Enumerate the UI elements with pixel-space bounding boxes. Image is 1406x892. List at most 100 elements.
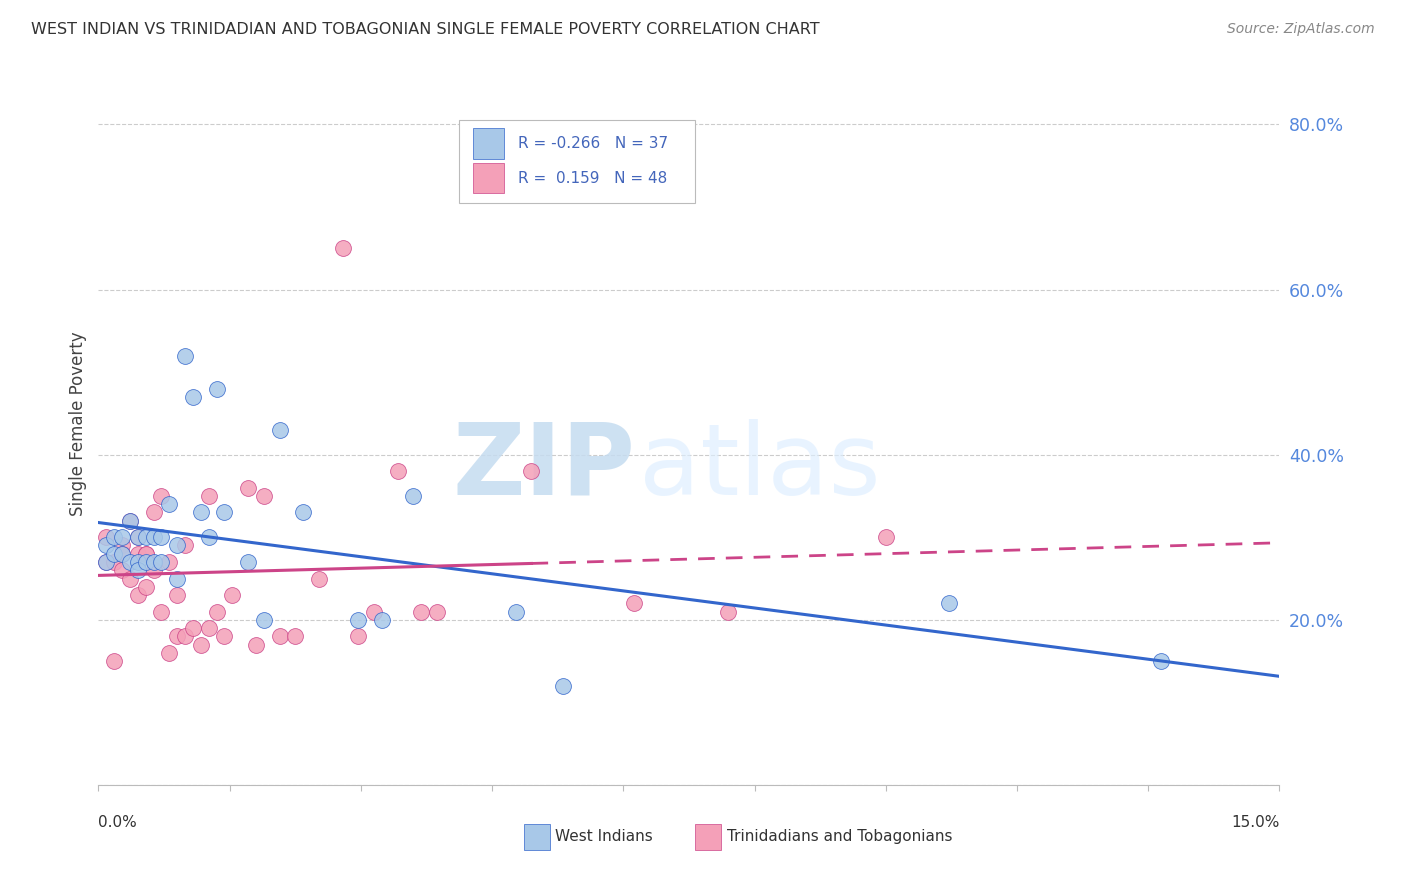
Point [174, 349, 197, 363]
Point [411, 605, 433, 619]
Point [426, 605, 449, 619]
Point [292, 506, 315, 520]
Point [142, 506, 165, 520]
Point [111, 547, 134, 561]
Point [103, 547, 125, 561]
Point [387, 464, 409, 478]
Point [111, 530, 134, 544]
Point [253, 613, 276, 627]
Bar [458, 120, 695, 203]
Text: 15.0%: 15.0% [1232, 815, 1279, 830]
Point [332, 241, 354, 255]
Point [142, 555, 165, 569]
Text: atlas: atlas [640, 418, 882, 516]
Point [103, 654, 125, 668]
Point [197, 530, 219, 544]
Point [253, 489, 276, 503]
Text: R = -0.266   N = 37: R = -0.266 N = 37 [517, 136, 668, 151]
Point [150, 530, 173, 544]
Point [157, 555, 180, 569]
Point [181, 390, 204, 404]
Point [96, 555, 118, 569]
Point [111, 539, 134, 553]
Point [150, 605, 173, 619]
Point [118, 514, 141, 528]
Text: R =  0.159   N = 48: R = 0.159 N = 48 [517, 170, 666, 186]
Point [308, 572, 330, 586]
Point [96, 530, 118, 544]
Y-axis label: Single Female Poverty: Single Female Poverty [69, 332, 87, 516]
Text: West Indians: West Indians [555, 830, 654, 845]
Point [875, 530, 897, 544]
Point [551, 679, 574, 693]
Point [205, 605, 228, 619]
Text: 0.0%: 0.0% [98, 815, 138, 830]
Point [520, 464, 543, 478]
Point [157, 646, 180, 660]
Point [190, 638, 212, 652]
Point [166, 539, 188, 553]
Point [127, 555, 149, 569]
Bar [472, 128, 503, 159]
Bar [523, 824, 550, 850]
Point [96, 555, 118, 569]
Point [118, 572, 141, 586]
Point [347, 613, 370, 627]
Point [197, 489, 219, 503]
Point [269, 423, 291, 437]
Point [150, 555, 173, 569]
Point [166, 588, 188, 602]
Point [245, 638, 267, 652]
Point [174, 539, 197, 553]
Point [236, 481, 259, 495]
Point [284, 629, 307, 643]
Point [135, 530, 157, 544]
Text: ZIP: ZIP [453, 418, 636, 516]
Point [938, 596, 960, 610]
Point [623, 596, 645, 610]
Point [150, 489, 173, 503]
Point [402, 489, 425, 503]
Point [269, 629, 291, 643]
Point [127, 563, 149, 577]
Point [127, 588, 149, 602]
Point [135, 555, 157, 569]
Point [157, 497, 180, 511]
Bar [695, 824, 721, 850]
Point [214, 506, 236, 520]
Point [166, 629, 188, 643]
Point [118, 555, 141, 569]
Point [214, 629, 236, 643]
Point [96, 539, 118, 553]
Point [205, 382, 228, 396]
Point [135, 580, 157, 594]
Point [127, 530, 149, 544]
Point [1150, 654, 1173, 668]
Point [142, 563, 165, 577]
Text: WEST INDIAN VS TRINIDADIAN AND TOBAGONIAN SINGLE FEMALE POVERTY CORRELATION CHAR: WEST INDIAN VS TRINIDADIAN AND TOBAGONIA… [31, 22, 820, 37]
Point [135, 547, 157, 561]
Point [181, 621, 204, 635]
Point [505, 605, 527, 619]
Point [127, 530, 149, 544]
Text: Source: ZipAtlas.com: Source: ZipAtlas.com [1227, 22, 1375, 37]
Point [717, 605, 740, 619]
Point [135, 547, 157, 561]
Point [103, 530, 125, 544]
Point [118, 514, 141, 528]
Point [142, 530, 165, 544]
Point [221, 588, 243, 602]
Point [127, 547, 149, 561]
Point [111, 547, 134, 561]
Point [236, 555, 259, 569]
Text: Trinidadians and Tobagonians: Trinidadians and Tobagonians [727, 830, 952, 845]
Point [166, 572, 188, 586]
Bar [472, 163, 503, 194]
Point [111, 563, 134, 577]
Point [363, 605, 385, 619]
Point [190, 506, 212, 520]
Point [197, 621, 219, 635]
Point [371, 613, 394, 627]
Point [103, 555, 125, 569]
Point [347, 629, 370, 643]
